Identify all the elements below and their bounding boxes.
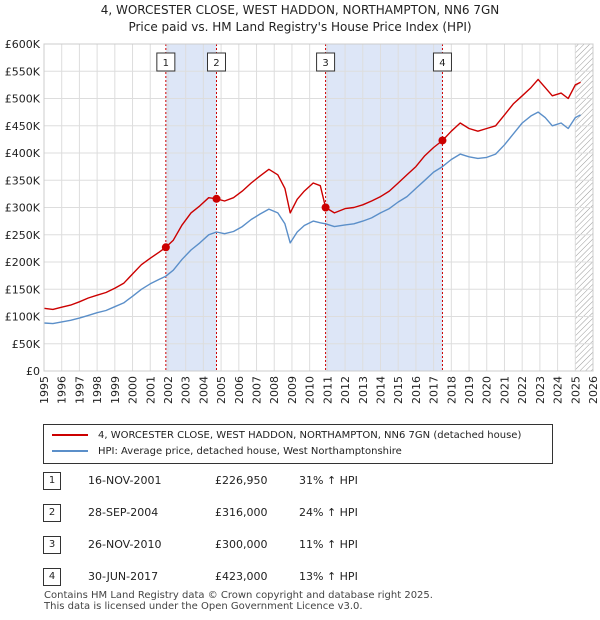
y-tick-label: £0 [26, 365, 40, 378]
x-tick-label: 2012 [339, 376, 352, 404]
x-tick-label: 2021 [498, 376, 511, 404]
y-tick-label: £200K [5, 256, 41, 269]
x-tick-label: 2017 [428, 376, 441, 404]
sale-point [212, 194, 221, 203]
x-tick-label: 2005 [215, 376, 228, 404]
y-tick-label: £300K [5, 202, 41, 215]
x-tick-label: 2025 [569, 376, 582, 404]
x-tick-label: 1995 [38, 376, 51, 404]
x-tick-label: 1998 [91, 376, 104, 404]
sale-marker-box [206, 52, 226, 72]
sale-hpi-change: 24% ↑ HPI [299, 506, 358, 519]
y-tick-label: £400K [5, 147, 41, 160]
sale-point [321, 203, 330, 212]
x-tick-label: 2001 [144, 376, 157, 404]
x-tick-label: 2002 [162, 376, 175, 404]
y-tick-label: £150K [5, 283, 41, 296]
sale-row: 3 26-NOV-2010 £300,000 11% ↑ HPI [43, 536, 563, 556]
sale-row: 4 30-JUN-2017 £423,000 13% ↑ HPI [43, 568, 563, 588]
y-tick-label: £100K [5, 311, 41, 324]
sale-marker-label: 2 [213, 58, 219, 69]
sale-date: 30-JUN-2017 [88, 570, 159, 583]
y-tick-label: £50K [12, 338, 41, 351]
legend-item-hpi: HPI: Average price, detached house, West… [52, 445, 402, 459]
y-tick-label: £250K [5, 229, 41, 242]
sale-date: 16-NOV-2001 [88, 474, 162, 487]
x-tick-label: 2023 [534, 376, 547, 404]
x-tick-label: 2010 [304, 376, 317, 404]
x-tick-label: 2014 [374, 376, 387, 404]
x-tick-label: 2024 [552, 376, 565, 404]
x-tick-label: 2022 [516, 376, 529, 404]
sale-price: £316,000 [215, 506, 268, 519]
x-tick-label: 2015 [392, 376, 405, 404]
x-tick-label: 1997 [73, 376, 86, 404]
property-price-line [43, 78, 581, 311]
x-tick-label: 2026 [587, 376, 600, 404]
sale-row: 1 16-NOV-2001 £226,950 31% ↑ HPI [43, 472, 563, 492]
sale-hpi-change: 11% ↑ HPI [299, 538, 358, 551]
sale-date: 28-SEP-2004 [88, 506, 159, 519]
sale-marker-label: 3 [322, 58, 328, 69]
sale-number: 2 [43, 504, 61, 522]
sale-marker-label: 1 [163, 58, 169, 69]
x-tick-label: 2004 [197, 376, 210, 404]
x-tick-label: 2007 [251, 376, 264, 404]
legend-label-property: 4, WORCESTER CLOSE, WEST HADDON, NORTHAM… [98, 430, 522, 441]
sale-number: 4 [43, 568, 61, 586]
y-tick-label: £550K [5, 65, 41, 78]
sale-price: £226,950 [215, 474, 268, 487]
x-tick-label: 2008 [268, 376, 281, 404]
x-tick-label: 2000 [127, 376, 140, 404]
x-tick-label: 1996 [56, 376, 69, 404]
footer-copyright: Contains HM Land Registry data © Crown c… [44, 590, 433, 601]
sale-hpi-change: 31% ↑ HPI [299, 474, 358, 487]
y-tick-label: £350K [5, 174, 41, 187]
legend-item-property: 4, WORCESTER CLOSE, WEST HADDON, NORTHAM… [52, 429, 521, 443]
x-tick-label: 2013 [357, 376, 370, 404]
legend-swatch-hpi [52, 450, 88, 452]
sale-marker-box [432, 52, 452, 72]
x-tick-label: 2009 [286, 376, 299, 404]
x-tick-label: 2006 [233, 376, 246, 404]
x-tick-label: 1999 [109, 376, 122, 404]
sale-marker-label: 4 [439, 58, 445, 69]
sale-marker-box [316, 52, 336, 72]
sale-point [161, 243, 170, 252]
sale-number: 1 [43, 472, 61, 490]
sale-price: £300,000 [215, 538, 268, 551]
x-tick-label: 2018 [445, 376, 458, 404]
y-tick-label: £600K [5, 38, 41, 51]
plot-frame [43, 43, 594, 372]
x-tick-label: 2011 [321, 376, 334, 404]
x-tick-label: 2019 [463, 376, 476, 404]
chart-title: 4, WORCESTER CLOSE, WEST HADDON, NORTHAM… [100, 3, 500, 17]
chart-subtitle: Price paid vs. HM Land Registry's House … [128, 20, 472, 34]
sale-number: 3 [43, 536, 61, 554]
x-tick-label: 2016 [410, 376, 423, 404]
sale-price: £423,000 [215, 570, 268, 583]
legend-label-hpi: HPI: Average price, detached house, West… [98, 446, 402, 457]
x-tick-label: 2003 [180, 376, 193, 404]
sale-row: 2 28-SEP-2004 £316,000 24% ↑ HPI [43, 504, 563, 524]
price-chart: 1 2 3 4 £0 £50K £100K £150K £200K £250K £300K £350… [5, 38, 600, 404]
sale-hpi-change: 13% ↑ HPI [299, 570, 358, 583]
legend-swatch-property [52, 434, 88, 436]
sale-point [438, 136, 447, 145]
hpi-line [43, 111, 581, 325]
x-tick-label: 2020 [481, 376, 494, 404]
y-tick-label: £500K [5, 93, 41, 106]
sale-date: 26-NOV-2010 [88, 538, 162, 551]
sale-marker-box [156, 52, 176, 72]
y-tick-label: £450K [5, 120, 41, 133]
legend: 4, WORCESTER CLOSE, WEST HADDON, NORTHAM… [43, 424, 553, 464]
footer-licence: This data is licensed under the Open Gov… [44, 601, 363, 612]
